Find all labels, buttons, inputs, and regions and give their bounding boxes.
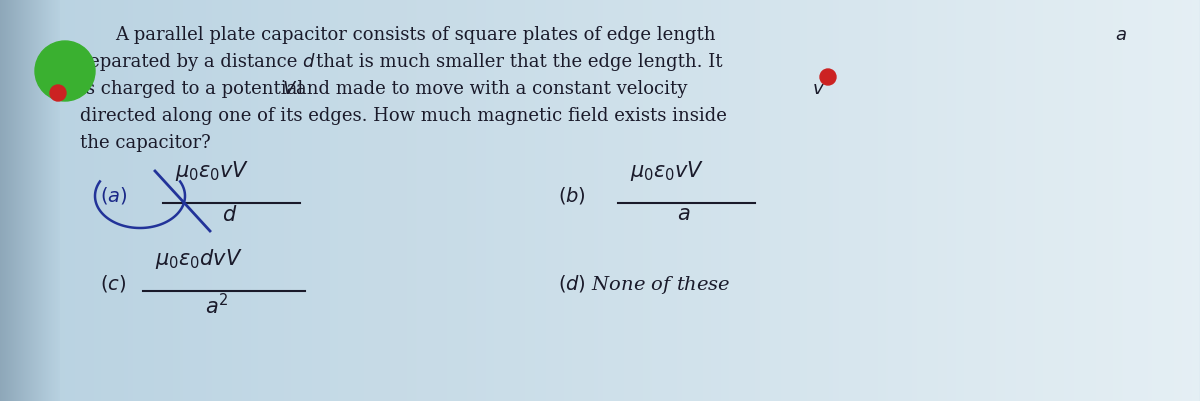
Text: $(b)$: $(b)$ — [558, 186, 586, 207]
Text: $d$: $d$ — [222, 205, 238, 225]
Text: $a$: $a$ — [1115, 26, 1127, 44]
Text: $\mu_0\varepsilon_0 vV$: $\mu_0\varepsilon_0 vV$ — [175, 159, 250, 183]
Text: is charged to a potential: is charged to a potential — [80, 80, 304, 98]
Text: $a^2$: $a^2$ — [205, 293, 229, 318]
Text: $(d)$ None of these: $(d)$ None of these — [558, 273, 731, 296]
Text: the capacitor?: the capacitor? — [80, 134, 211, 152]
Text: $\mu_0\varepsilon_0 vV$: $\mu_0\varepsilon_0 vV$ — [630, 159, 704, 183]
Text: A parallel plate capacitor consists of square plates of edge length: A parallel plate capacitor consists of s… — [115, 26, 715, 44]
Text: separated by a distance: separated by a distance — [80, 53, 298, 71]
Text: directed along one of its edges. How much magnetic field exists inside: directed along one of its edges. How muc… — [80, 107, 727, 125]
Text: $v$: $v$ — [812, 80, 824, 98]
Text: $\mu_0\varepsilon_0 dvV$: $\mu_0\varepsilon_0 dvV$ — [155, 247, 242, 271]
Text: $(a)$: $(a)$ — [100, 186, 127, 207]
Text: and made to move with a constant velocity: and made to move with a constant velocit… — [296, 80, 688, 98]
Text: $(c)$: $(c)$ — [100, 273, 126, 294]
Text: that is much smaller that the edge length. It: that is much smaller that the edge lengt… — [316, 53, 722, 71]
Text: $V$: $V$ — [282, 80, 298, 98]
Text: $d$: $d$ — [302, 53, 316, 71]
Circle shape — [820, 69, 836, 85]
Circle shape — [50, 85, 66, 101]
Text: $a$: $a$ — [677, 205, 690, 224]
Circle shape — [35, 41, 95, 101]
